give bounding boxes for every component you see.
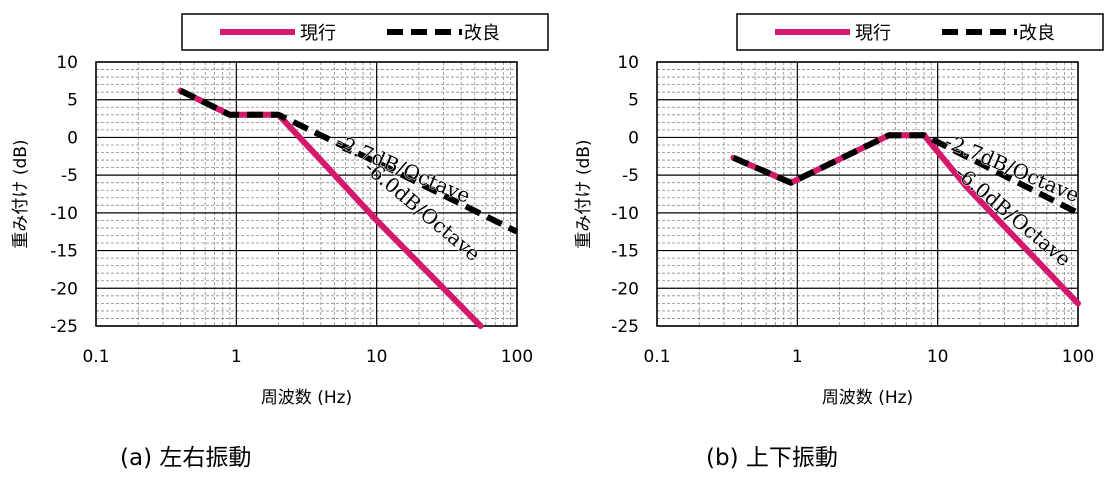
y-tick-label: -15: [50, 242, 78, 262]
chart-1: 0.1 1 10 100 10 5 0 -5 -10 -15 -20 -25 周波数 (Hz) 重み付け …: [574, 13, 1104, 408]
x-tick-label: 100: [1062, 347, 1094, 367]
series-line-current: [177, 87, 484, 329]
x-axis-label: 周波数 (Hz): [822, 388, 913, 408]
y-axis-label: 重み付け (dB): [574, 139, 594, 248]
y-tick-label: 5: [628, 91, 639, 111]
caption-left-right: (a) 左右振動: [120, 445, 252, 471]
x-tick-label: 0.1: [82, 347, 109, 367]
y-tick-label: -15: [611, 242, 639, 262]
x-tick-label: 100: [501, 347, 533, 367]
y-tick-label: -25: [611, 317, 639, 337]
y-tick-label: 5: [67, 91, 78, 111]
y-tick-label: -10: [50, 204, 78, 224]
legend-label-current: 現行: [300, 23, 336, 44]
legend: 現行 改良: [736, 13, 1104, 51]
y-tick-label: -5: [61, 166, 78, 186]
plot-area: [657, 62, 1078, 326]
y-tick-label: -20: [50, 279, 78, 299]
y-tick-label: 10: [617, 53, 639, 73]
x-tick-label: 1: [792, 347, 803, 367]
x-axis-label: 周波数 (Hz): [261, 388, 352, 408]
caption-up-down: (b) 上下振動: [706, 445, 838, 471]
plot-frame: [656, 61, 1079, 327]
x-tick-label: 10: [927, 347, 949, 367]
y-tick-label: -10: [611, 204, 639, 224]
legend-label-improved: 改良: [1019, 23, 1055, 44]
legend: 現行 改良: [181, 13, 549, 51]
y-tick-label: -5: [622, 166, 639, 186]
y-tick-label: -20: [611, 279, 639, 299]
series-line-improved: [179, 88, 519, 235]
x-tick-label: 1: [231, 347, 242, 367]
plot-frame: [95, 61, 518, 327]
chart-0: 0.1 1 10 100 10 5 0 -5 -10 -15 -20 -25 周波数 (Hz) 重み付け …: [11, 13, 549, 408]
y-axis-label: 重み付け (dB): [11, 139, 31, 248]
legend-label-current: 現行: [855, 23, 891, 44]
series-line-improved: [732, 132, 1080, 216]
x-tick-label: 0.1: [643, 347, 670, 367]
y-tick-label: 0: [67, 128, 78, 148]
x-tick-label: 10: [366, 347, 388, 367]
y-tick-label: 0: [628, 128, 639, 148]
y-tick-label: 10: [56, 53, 78, 73]
legend-label-improved: 改良: [464, 23, 500, 44]
y-tick-label: -25: [50, 317, 78, 337]
minor-grid: [657, 62, 1078, 326]
